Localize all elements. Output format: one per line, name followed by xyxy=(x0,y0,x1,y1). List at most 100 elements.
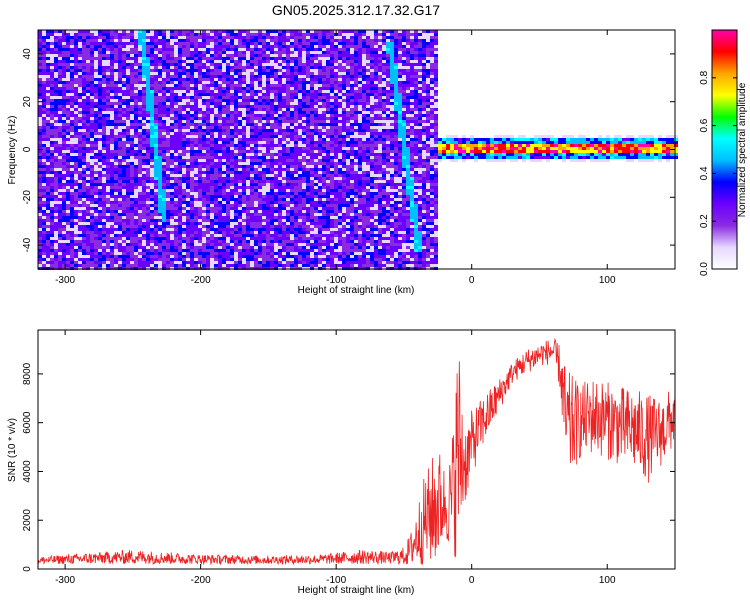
heatmap-cell xyxy=(122,99,126,102)
heatmap-cell xyxy=(282,36,286,39)
heatmap-cell xyxy=(198,249,202,252)
heatmap-cell xyxy=(158,78,162,81)
heatmap-cell xyxy=(90,111,94,114)
heatmap-cell xyxy=(218,120,222,123)
heatmap-cell xyxy=(214,126,218,129)
heatmap-cell xyxy=(274,72,278,75)
heatmap-cell xyxy=(146,33,150,36)
heatmap-cell xyxy=(206,222,210,225)
heatmap-cell xyxy=(282,150,286,153)
heatmap-cell xyxy=(82,204,86,207)
heatmap-cell xyxy=(202,105,206,108)
heatmap-cell xyxy=(226,150,230,153)
heatmap-cell xyxy=(142,87,146,90)
heatmap-cell xyxy=(202,87,206,90)
heatmap-cell xyxy=(142,201,146,204)
heatmap-cell xyxy=(78,213,82,216)
heatmap-cell xyxy=(122,105,126,108)
heatmap-cell xyxy=(258,105,262,108)
heatmap-cell xyxy=(258,249,262,252)
heatmap-cell xyxy=(142,174,146,177)
heatmap-cell xyxy=(258,204,262,207)
heatmap-cell xyxy=(274,141,278,144)
heatmap-cell xyxy=(258,54,262,57)
heatmap-cell xyxy=(250,219,254,222)
heatmap-cell xyxy=(190,264,194,267)
heatmap-cell xyxy=(82,123,86,126)
heatmap-cell xyxy=(194,204,198,207)
heatmap-cell xyxy=(194,60,198,63)
heatmap-cell xyxy=(210,153,214,156)
heatmap-cell xyxy=(158,231,162,234)
heatmap-cell xyxy=(142,72,146,75)
heatmap-cell xyxy=(254,99,258,102)
heatmap-cell xyxy=(42,159,46,162)
heatmap-cell xyxy=(234,159,238,162)
heatmap-cell xyxy=(90,75,94,78)
heatmap-cell xyxy=(142,147,146,150)
heatmap-cell xyxy=(126,159,130,162)
heatmap-cell xyxy=(190,66,194,69)
heatmap-cell xyxy=(150,72,154,75)
heatmap-cell xyxy=(270,210,274,213)
heatmap-cell xyxy=(86,165,90,168)
heatmap-cell xyxy=(226,228,230,231)
heatmap-cell xyxy=(158,102,162,105)
heatmap-cell xyxy=(266,54,270,57)
heatmap-cell xyxy=(226,69,230,72)
heatmap-cell xyxy=(162,156,166,159)
heatmap-cell xyxy=(62,108,66,111)
heatmap-cell xyxy=(202,51,206,54)
heatmap-cell xyxy=(138,138,142,141)
heatmap-cell xyxy=(42,111,46,114)
heatmap-cell xyxy=(242,105,246,108)
heatmap-cell xyxy=(202,165,206,168)
heatmap-cell xyxy=(122,249,126,252)
heatmap-cell xyxy=(222,129,226,132)
heatmap-cell xyxy=(106,258,110,261)
heatmap-cell xyxy=(214,111,218,114)
heatmap-cell xyxy=(114,111,118,114)
heatmap-cell xyxy=(282,96,286,99)
heatmap-cell xyxy=(174,105,178,108)
heatmap-cell xyxy=(210,192,214,195)
heatmap-cell xyxy=(190,159,194,162)
heatmap-cell xyxy=(282,198,286,201)
heatmap-cell xyxy=(182,69,186,72)
heatmap-cell xyxy=(94,264,98,267)
heatmap-cell xyxy=(142,243,146,246)
heatmap-cell xyxy=(86,90,90,93)
heatmap-cell xyxy=(142,186,146,189)
heatmap-cell xyxy=(170,60,174,63)
heatmap-cell xyxy=(258,135,262,138)
heatmap-cell xyxy=(154,120,158,123)
heatmap-cell xyxy=(278,180,282,183)
heatmap-cell xyxy=(270,204,274,207)
heatmap-cell xyxy=(66,84,70,87)
heatmap-cell xyxy=(98,90,102,93)
heatmap-cell xyxy=(42,81,46,84)
heatmap-cell xyxy=(82,174,86,177)
heatmap-cell xyxy=(274,201,278,204)
heatmap-cell xyxy=(134,63,138,66)
heatmap-cell xyxy=(282,165,286,168)
heatmap-cell xyxy=(218,195,222,198)
heatmap-cell xyxy=(46,78,50,81)
heatmap-cell xyxy=(170,207,174,210)
heatmap-cell xyxy=(178,105,182,108)
heatmap-cell xyxy=(238,201,242,204)
heatmap-cell xyxy=(166,105,170,108)
heatmap-cell xyxy=(150,177,154,180)
heatmap-cell xyxy=(130,30,134,33)
heatmap-cell xyxy=(38,30,42,33)
heatmap-cell xyxy=(78,171,82,174)
heatmap-cell xyxy=(162,228,166,231)
heatmap-cell xyxy=(274,249,278,252)
heatmap-cell xyxy=(158,228,162,231)
heatmap-cell xyxy=(58,204,62,207)
heatmap-cell xyxy=(146,264,150,267)
heatmap-cell xyxy=(206,183,210,186)
heatmap-cell xyxy=(78,246,82,249)
heatmap-cell xyxy=(246,90,250,93)
heatmap-cell xyxy=(46,54,50,57)
